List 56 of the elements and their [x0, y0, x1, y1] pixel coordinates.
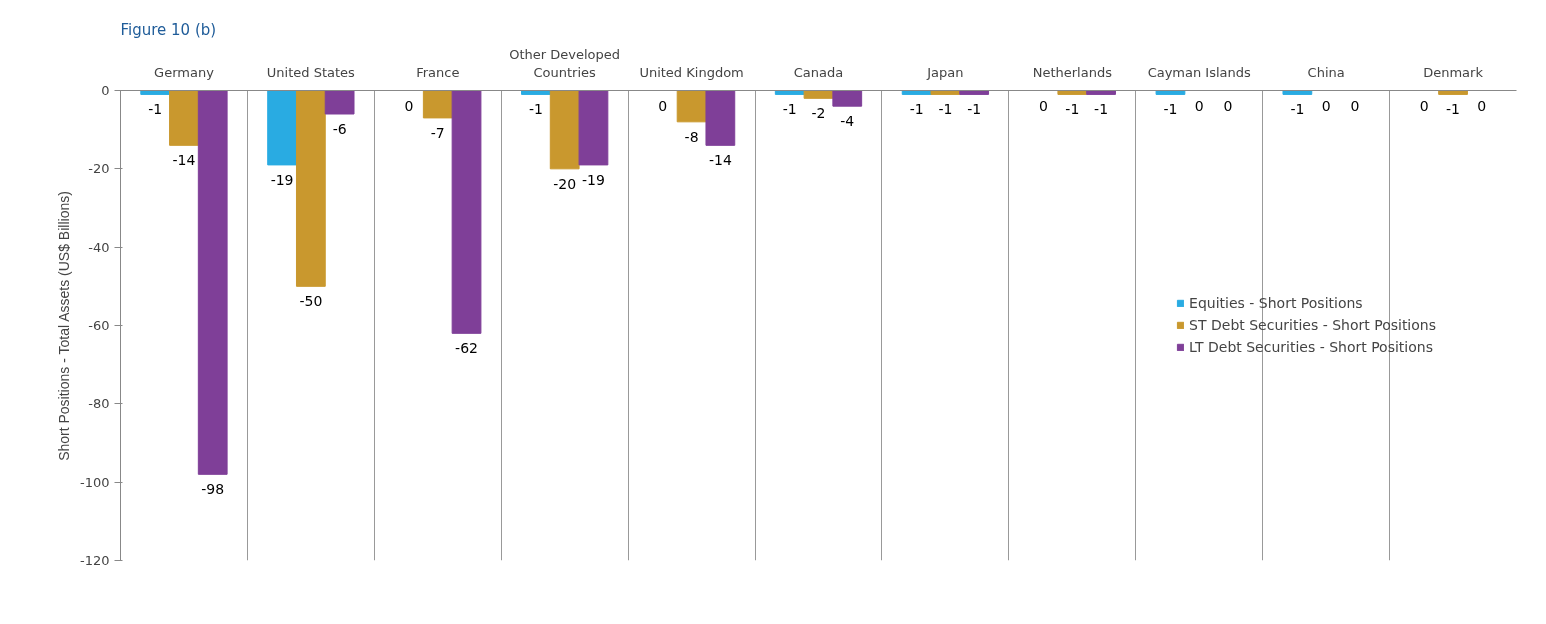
y-tick-label: -120 — [80, 553, 110, 568]
data-label: 0 — [1321, 97, 1331, 114]
y-tick-label: -40 — [88, 239, 110, 255]
y-tick-label: -60 — [88, 318, 110, 333]
x-tick-label: China — [1307, 64, 1345, 80]
data-label: 0 — [1477, 97, 1487, 114]
x-tick-label: Japan — [926, 64, 964, 80]
data-label: 0 — [1223, 97, 1233, 114]
x-tick-label: Canada — [793, 64, 844, 80]
x-tick-label: Germany — [154, 64, 215, 80]
y-axis-title: Short Positions - Total Assets (US$ Billions) — [56, 191, 72, 461]
x-tick-label: United States — [266, 64, 356, 80]
x-tick-label: United Kingdom — [639, 64, 744, 80]
y-tick-label: -100 — [80, 474, 110, 490]
legend-label: LT Debt Securities - Short Positions — [1189, 339, 1433, 355]
data-label: -8 — [684, 128, 699, 145]
data-label: 0 — [1419, 97, 1429, 114]
x-tick-label: Denmark — [1423, 64, 1484, 80]
data-label: -50 — [299, 293, 323, 310]
legend-label: Equities - Short Positions — [1189, 295, 1363, 311]
data-label: 0 — [404, 97, 414, 114]
y-tick-label: -80 — [88, 396, 110, 412]
data-label: -1 — [782, 101, 797, 118]
data-label: -1 — [1446, 101, 1461, 118]
x-tick-label: France — [416, 64, 460, 80]
data-label: -98 — [201, 481, 225, 498]
x-tick-label: Cayman Islands — [1147, 64, 1252, 80]
data-label: 0 — [1194, 97, 1204, 114]
data-label: -6 — [332, 121, 347, 137]
data-label: 0 — [1350, 97, 1360, 114]
x-tick-label: Other Developed Countries — [509, 46, 621, 80]
data-label: -4 — [840, 113, 855, 130]
data-label: -1 — [1290, 101, 1305, 118]
data-label: -1 — [148, 101, 163, 118]
data-label: -14 — [708, 152, 732, 169]
data-label: -1 — [938, 101, 953, 118]
data-label: -14 — [172, 152, 196, 169]
x-tick-label: Netherlands — [1032, 64, 1113, 80]
data-label: -1 — [909, 101, 924, 118]
y-tick-label: 0 — [101, 83, 110, 98]
data-label: -1 — [528, 101, 543, 118]
data-label: -1 — [1065, 101, 1080, 118]
data-label: -2 — [811, 105, 826, 122]
data-label: 0 — [1039, 97, 1049, 114]
chart-title: Figure 10 (b) — [120, 20, 217, 39]
y-tick-label: -20 — [88, 161, 110, 177]
data-label: -62 — [455, 340, 478, 357]
data-label: 0 — [658, 97, 668, 114]
data-label: -1 — [967, 101, 982, 118]
data-label: -1 — [1094, 101, 1109, 118]
data-label: -20 — [553, 175, 577, 192]
legend-label: ST Debt Securities - Short Positions — [1189, 317, 1436, 333]
data-label: -19 — [582, 171, 605, 188]
data-label: -1 — [1163, 101, 1178, 118]
data-label: -19 — [270, 171, 294, 188]
data-label: -7 — [430, 124, 445, 141]
